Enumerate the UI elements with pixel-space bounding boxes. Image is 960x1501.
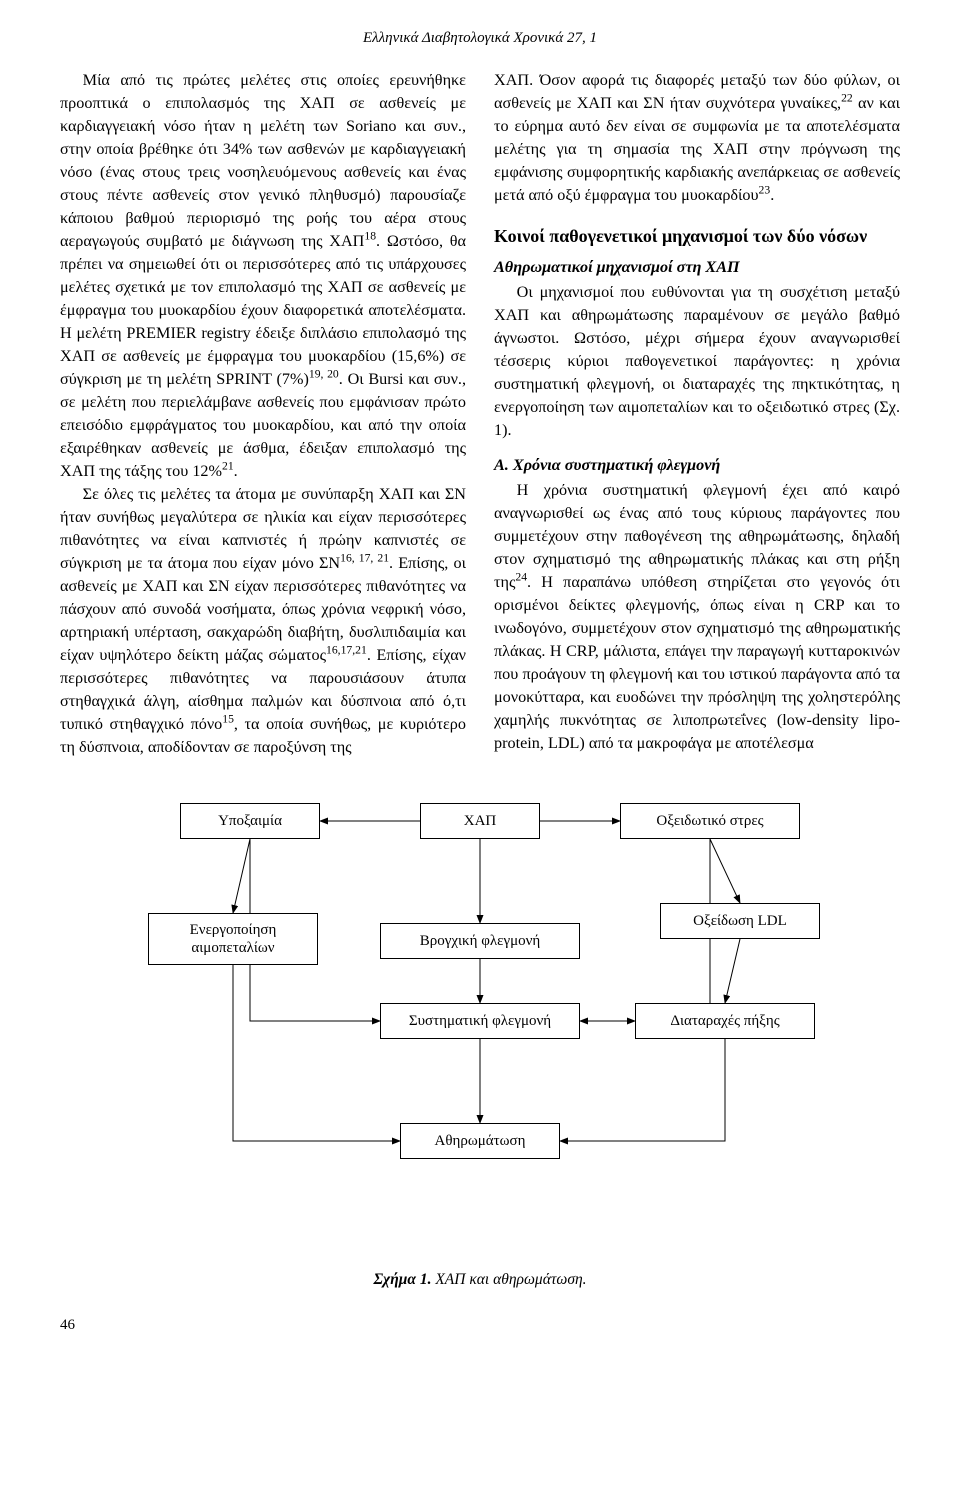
figure-1-caption-text: ΧΑΠ και αθηρωμάτωση. — [435, 1271, 586, 1288]
page-number: 46 — [60, 1317, 900, 1334]
section-heading-common-mechanisms: Κοινοί παθογενετικοί μηχανισμοί των δύο … — [494, 225, 900, 248]
node-xap: ΧΑΠ — [420, 803, 540, 839]
node-athero: Αθηρωμάτωση — [400, 1123, 560, 1159]
two-column-body: Μία από τις πρώτες μελέτες στις οποίες ε… — [60, 69, 900, 759]
node-hypoxia: Υποξαιμία — [180, 803, 320, 839]
left-column: Μία από τις πρώτες μελέτες στις οποίες ε… — [60, 69, 466, 759]
node-ldl: Οξείδωση LDL — [660, 903, 820, 939]
running-head: Ελληνικά Διαβητολογικά Χρονικά 27, 1 — [60, 30, 900, 47]
subheading-athero-mechanisms: Αθηρωματικοί μηχανισμοί στη ΧΑΠ — [494, 258, 900, 277]
left-para-1: Μία από τις πρώτες μελέτες στις οποίες ε… — [60, 69, 466, 483]
figure-1: Υποξαιμία ΧΑΠ Οξειδωτικό στρες Ενεργοποίηση… — [60, 793, 900, 1289]
node-oxstress: Οξειδωτικό στρες — [620, 803, 800, 839]
node-systemic: Συστηματική φλεγμονή — [380, 1003, 580, 1039]
node-bronchial: Βρογχική φλεγμονή — [380, 923, 580, 959]
right-column: ΧΑΠ. Όσον αφορά τις διαφορές μεταξύ των … — [494, 69, 900, 759]
node-platelet: Ενεργοποίηση αιμοπεταλίων — [148, 913, 318, 965]
right-para-3: Η χρόνια συστηματική φλεγμονή έχει από κ… — [494, 479, 900, 755]
figure-1-caption-label: Σχήμα 1. — [373, 1271, 431, 1288]
figure-1-caption: Σχήμα 1. ΧΑΠ και αθηρωμάτωση. — [60, 1271, 900, 1289]
left-para-2: Σε όλες τις μελέτες τα άτομα με συνύπαρξ… — [60, 483, 466, 759]
node-coag: Διαταραχές πήξης — [635, 1003, 815, 1039]
figure-1-diagram: Υποξαιμία ΧΑΠ Οξειδωτικό στρες Ενεργοποίηση… — [100, 793, 860, 1253]
subheading-a-inflammation: Α. Χρόνια συστηματική φλεγμονή — [494, 456, 900, 475]
right-para-1: ΧΑΠ. Όσον αφορά τις διαφορές μεταξύ των … — [494, 69, 900, 207]
right-para-2: Οι μηχανισμοί που ευθύνονται για τη συσχ… — [494, 281, 900, 442]
